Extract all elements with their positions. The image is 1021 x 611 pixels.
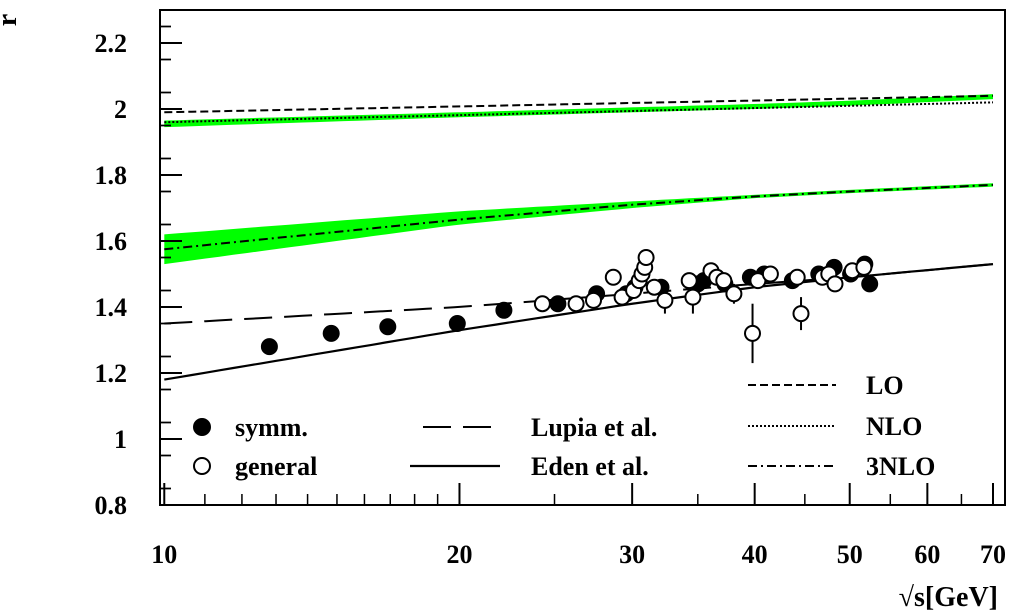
legend-label: LO xyxy=(866,371,904,400)
y-axis-label: r xyxy=(0,14,23,26)
y-tick-label: 1.4 xyxy=(95,293,128,322)
legend-label: symm. xyxy=(235,413,308,442)
legend-marker-general xyxy=(193,457,211,475)
x-tick-label: 50 xyxy=(837,540,863,569)
legend: symm. general Lupia et al. Eden et al. LO NLO… xyxy=(193,371,935,481)
x-tick-label: 10 xyxy=(151,540,177,569)
curve-3nlo xyxy=(164,183,994,251)
point-general xyxy=(761,265,779,283)
x-axis-label: √s[GeV] xyxy=(899,582,998,611)
legend-label: 3NLO xyxy=(866,452,935,481)
point-general xyxy=(680,272,698,290)
point-general xyxy=(792,305,810,323)
point-general xyxy=(567,295,585,313)
point-general xyxy=(645,278,663,296)
y-tick-label: 1.6 xyxy=(95,227,128,256)
point-symm xyxy=(861,275,879,293)
y-tick-label: 1.8 xyxy=(95,161,128,190)
y-axis-ticks: 0.8 1 1.2 1.4 1.6 1.8 2 2.2 xyxy=(95,25,182,520)
error-band-1 xyxy=(164,94,994,128)
point-general xyxy=(684,288,702,306)
y-tick-label: 2 xyxy=(114,95,127,124)
y-tick-label: 1 xyxy=(114,425,127,454)
x-tick-label: 30 xyxy=(619,540,645,569)
data-points xyxy=(260,249,879,356)
x-axis-ticks: 10 20 30 40 50 60 70 xyxy=(151,483,1006,569)
point-symm xyxy=(448,315,466,332)
point-general xyxy=(715,272,733,290)
point-symm xyxy=(260,338,278,356)
point-general xyxy=(637,249,655,266)
x-tick-label: 40 xyxy=(742,540,768,569)
point-general xyxy=(656,291,674,309)
point-general xyxy=(826,275,844,293)
point-general xyxy=(533,295,551,313)
point-symm xyxy=(495,301,513,319)
legend-marker-symm xyxy=(193,418,211,436)
y-tick-label: 2.2 xyxy=(95,29,128,58)
error-band-0 xyxy=(164,183,994,265)
point-symm xyxy=(549,295,567,313)
legend-label: general xyxy=(235,452,317,481)
point-general xyxy=(744,324,761,342)
point-general xyxy=(855,258,873,276)
legend-label: Eden et al. xyxy=(531,452,649,481)
point-general xyxy=(725,285,743,303)
x-tick-label: 60 xyxy=(914,540,940,569)
point-general xyxy=(788,268,806,286)
curve-lo xyxy=(164,94,994,114)
legend-label: Lupia et al. xyxy=(531,413,657,442)
y-tick-label: 1.2 xyxy=(95,359,128,388)
uncertainty-bands xyxy=(164,94,994,265)
point-symm xyxy=(322,324,340,342)
point-general xyxy=(604,268,622,286)
legend-label: NLO xyxy=(866,412,922,441)
x-tick-label: 20 xyxy=(446,540,472,569)
point-general xyxy=(585,291,602,309)
x-tick-label: 70 xyxy=(980,540,1006,569)
point-symm xyxy=(379,318,397,336)
y-tick-label: 0.8 xyxy=(95,491,128,520)
